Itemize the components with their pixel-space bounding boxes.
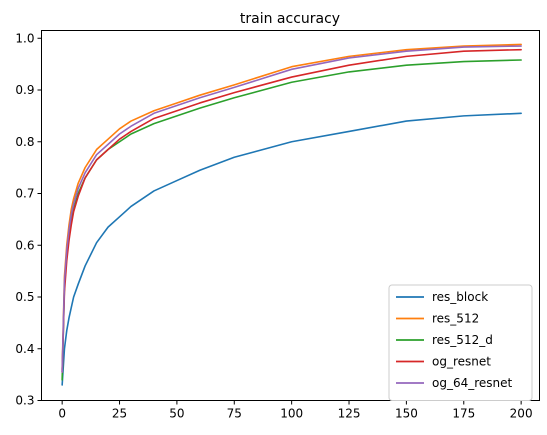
axes-frame xyxy=(41,30,540,401)
x-tick-label: 125 xyxy=(338,407,361,421)
series-line-res-block xyxy=(61,112,522,386)
x-tick-label: 25 xyxy=(112,407,127,421)
series-layer xyxy=(61,43,522,386)
x-tick-label: 100 xyxy=(280,407,303,421)
x-tick-label: 175 xyxy=(452,407,475,421)
legend-label: res_512 xyxy=(432,312,479,326)
series-line-og-64-resnet xyxy=(61,45,522,373)
y-tick-label: 0.5 xyxy=(15,290,34,304)
legend-label: res_512_d xyxy=(432,333,493,347)
x-tick-label: 150 xyxy=(395,407,418,421)
x-axis-ticks: 0 25 50 75 100 125 150 175 200 xyxy=(58,400,533,421)
x-tick-label: 75 xyxy=(227,407,242,421)
legend-box xyxy=(388,284,533,401)
y-tick-label: 0.7 xyxy=(15,187,34,201)
x-tick-label: 0 xyxy=(58,407,66,421)
legend-label: og_64_resnet xyxy=(432,376,513,390)
x-tick-label: 200 xyxy=(510,407,533,421)
y-tick-label: 0.6 xyxy=(15,238,34,252)
legend-label: res_block xyxy=(432,290,488,304)
series-line-og-resnet xyxy=(61,48,522,373)
y-tick-label: 0.9 xyxy=(15,83,34,97)
y-tick-label: 0.8 xyxy=(15,135,34,149)
legend: res_block res_512 res_512_d og_resnet og_64_… xyxy=(388,284,533,401)
chart-title: train accuracy xyxy=(240,11,340,27)
y-axis-ticks: 0.3 0.4 0.5 0.6 0.7 0.8 0.9 1.0 xyxy=(15,31,42,408)
y-tick-label: 0.3 xyxy=(15,394,34,408)
legend-label: og_resnet xyxy=(432,355,491,369)
y-tick-label: 1.0 xyxy=(15,31,34,45)
x-tick-label: 50 xyxy=(169,407,184,421)
y-tick-label: 0.4 xyxy=(15,342,34,356)
